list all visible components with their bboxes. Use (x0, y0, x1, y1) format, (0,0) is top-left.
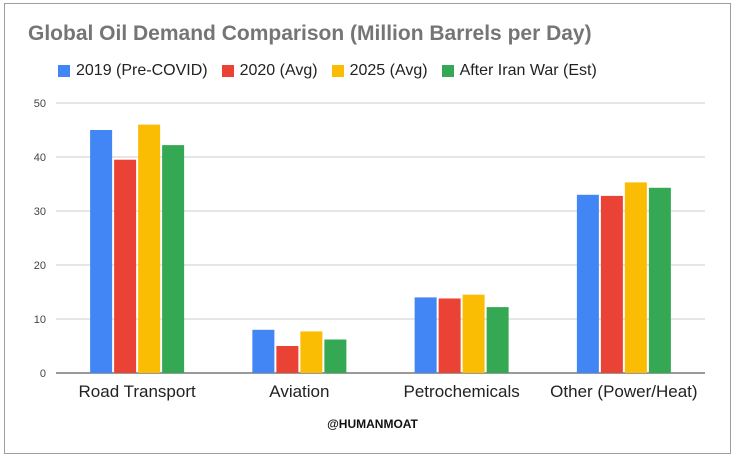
legend-label: 2025 (Avg) (349, 62, 428, 79)
legend-item: 2025 (Avg) (331, 62, 428, 80)
legend-item: After Iran War (Est) (441, 62, 597, 80)
y-tick-label: 50 (34, 98, 46, 110)
x-tick-label: Road Transport (79, 382, 196, 401)
legend-swatch (58, 65, 70, 77)
bar (114, 159, 137, 373)
legend-label: 2020 (Avg) (239, 62, 318, 79)
bar (324, 339, 347, 373)
bar (576, 194, 599, 373)
legend-label: 2019 (Pre-COVID) (76, 62, 208, 79)
x-tick-label: Aviation (269, 382, 329, 401)
bar (600, 195, 623, 373)
legend-swatch (331, 65, 344, 77)
bar (648, 187, 671, 373)
chart-legend: 2019 (Pre-COVID) 2020 (Avg) 2025 (Avg) Afte… (58, 62, 611, 80)
legend-label: After Iran War (Est) (459, 62, 597, 79)
x-tick-label: Other (Power/Heat) (550, 382, 697, 401)
bar (414, 297, 437, 373)
bar (462, 294, 485, 373)
bar (276, 346, 299, 373)
bar (300, 331, 323, 373)
watermark-credit: @HUMANMOAT (327, 417, 418, 431)
legend-item: 2020 (Avg) (221, 62, 318, 80)
legend-item: 2019 (Pre-COVID) (58, 62, 208, 80)
y-tick-label: 0 (40, 368, 46, 380)
bar (486, 307, 509, 373)
y-tick-label: 20 (34, 260, 46, 272)
x-tick-label: Petrochemicals (404, 382, 520, 401)
legend-swatch (441, 65, 454, 77)
bar (162, 145, 185, 373)
bar (438, 298, 461, 373)
legend-swatch (221, 65, 234, 77)
chart-title: Global Oil Demand Comparison (Million Ba… (28, 22, 592, 45)
y-tick-label: 40 (34, 152, 46, 164)
bar (138, 124, 161, 373)
bar (90, 130, 113, 373)
y-tick-label: 30 (34, 206, 46, 218)
bar (624, 182, 647, 373)
y-tick-label: 10 (34, 314, 46, 326)
bar (252, 329, 275, 373)
